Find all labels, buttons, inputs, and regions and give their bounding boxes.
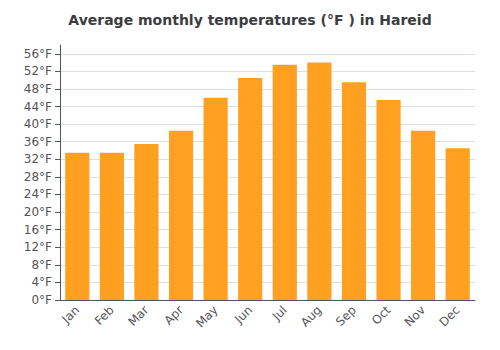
svg-text:8°F: 8°F [31,258,52,272]
svg-text:32°F: 32°F [24,152,52,166]
svg-text:Jul: Jul [269,303,290,324]
svg-text:28°F: 28°F [24,170,52,184]
svg-text:16°F: 16°F [24,223,52,237]
svg-text:Dec: Dec [436,303,462,329]
svg-text:Oct: Oct [369,303,394,328]
svg-text:Sep: Sep [333,303,359,329]
svg-text:48°F: 48°F [24,82,52,96]
svg-text:Aug: Aug [298,303,324,329]
svg-text:52°F: 52°F [24,64,52,78]
svg-text:56°F: 56°F [24,47,52,61]
svg-text:36°F: 36°F [24,135,52,149]
svg-text:20°F: 20°F [24,205,52,219]
svg-text:Jun: Jun [231,303,255,327]
svg-text:Apr: Apr [161,303,186,328]
svg-text:24°F: 24°F [24,187,52,201]
svg-text:May: May [193,303,220,330]
svg-text:0°F: 0°F [31,293,52,307]
svg-text:40°F: 40°F [24,117,52,131]
svg-text:12°F: 12°F [24,240,52,254]
svg-text:Feb: Feb [92,303,117,328]
svg-text:Nov: Nov [402,303,428,329]
svg-text:4°F: 4°F [31,275,52,289]
svg-text:Mar: Mar [126,303,152,329]
svg-text:Jan: Jan [59,303,83,327]
svg-text:44°F: 44°F [24,100,52,114]
svg-text:Average monthly temperatures (: Average monthly temperatures (°F ) in Ha… [68,12,431,28]
